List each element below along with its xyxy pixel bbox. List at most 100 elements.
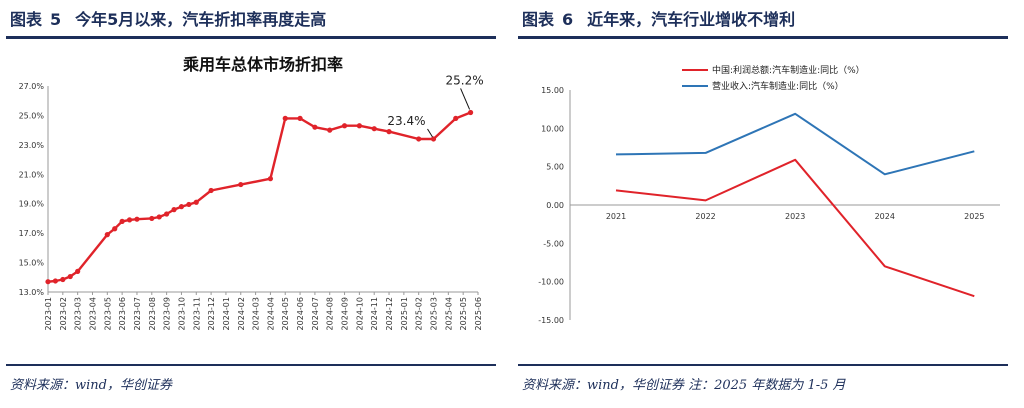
x-tick-label: 2023-02 — [59, 297, 68, 330]
annotation-pointer — [460, 88, 471, 110]
x-tick-label: 2025-01 — [400, 297, 409, 330]
x-tick-label: 2024-04 — [266, 297, 275, 330]
x-tick-label: 2024-05 — [281, 297, 290, 330]
x-tick-label: 2024-03 — [252, 297, 261, 330]
data-point — [119, 218, 125, 224]
data-point — [112, 226, 118, 232]
data-point — [156, 214, 162, 220]
data-point — [453, 115, 459, 121]
data-point — [327, 127, 333, 133]
x-tick-label: 2024-02 — [237, 297, 246, 330]
data-point — [171, 207, 177, 213]
x-tick-label: 2023-10 — [177, 297, 186, 330]
x-tick-label: 2024-11 — [370, 297, 379, 330]
right-figure-label: 图表 — [522, 10, 555, 29]
annotation-label: 23.4% — [387, 114, 425, 128]
y-tick-label: 13.0% — [19, 288, 45, 297]
annotation-label: 25.2% — [446, 73, 484, 87]
left-bottom-rule — [6, 364, 496, 366]
data-point — [267, 176, 274, 182]
x-tick-label: 2024-07 — [311, 297, 320, 330]
y-tick-label: 5.00 — [546, 163, 564, 172]
data-point — [238, 181, 244, 188]
data-point — [126, 217, 133, 223]
x-tick-label: 2024-09 — [341, 297, 350, 330]
y-tick-label: 19.0% — [19, 200, 45, 209]
right-bottom-rule — [518, 364, 1008, 366]
data-point — [60, 276, 66, 283]
data-point — [164, 211, 170, 217]
data-point — [52, 278, 59, 284]
y-tick-label: 10.00 — [541, 124, 564, 133]
data-point — [356, 123, 362, 129]
chart-title: 乘用车总体市场折扣率 — [182, 55, 343, 74]
data-point — [45, 279, 51, 285]
legend-label: 中国:利润总额:汽车制造业:同比（%） — [712, 64, 865, 76]
profit-growth-line — [615, 158, 975, 298]
y-tick-label: 0.00 — [546, 201, 564, 210]
annotation-pointer — [427, 128, 433, 138]
x-tick-label: 2022 — [695, 212, 715, 221]
y-tick-label: 15.00 — [541, 86, 564, 95]
data-point — [149, 215, 155, 222]
data-point — [297, 115, 303, 121]
y-tick-label: 27.0% — [19, 82, 45, 91]
x-tick-label: 2024-08 — [326, 297, 335, 330]
data-point — [312, 124, 318, 130]
left-source-note: 资料来源：wind，华创证券 — [10, 378, 172, 393]
right-figure-title: 图表 6 近年来，汽车行业增收不增利 — [522, 6, 795, 30]
auto-industry-growth-chart: 中国:利润总额:汽车制造业:同比（%） 营业收入:汽车制造业:同比（%） 15.00… — [538, 64, 1000, 325]
right-source-note: 资料来源：wind，华创证券 注：2025 年数据为 1-5 月 — [522, 378, 846, 393]
data-point — [75, 268, 81, 274]
left-top-rule — [6, 36, 496, 39]
y-tick-label: 25.0% — [19, 111, 45, 120]
x-tick-label: 2023-03 — [74, 297, 83, 330]
x-tick-label: 2023-12 — [207, 297, 216, 330]
y-tick-label: -5.00 — [543, 239, 564, 248]
x-tick-label: 2025-03 — [430, 297, 439, 330]
x-tick-label: 2025-02 — [415, 297, 424, 330]
y-tick-label: -15.00 — [538, 316, 564, 325]
left-figure-panel: 图表 5 今年5月以来，汽车折扣率再度走高 乘用车总体市场折扣率 13.0% 15.0%… — [0, 0, 500, 408]
data-point — [104, 232, 110, 238]
right-figure-heading: 近年来，汽车行业增收不增利 — [587, 10, 796, 29]
data-point — [341, 123, 348, 129]
right-top-rule — [518, 36, 1008, 39]
right-figure-number: 6 — [562, 10, 574, 29]
x-tick-label: 2024-06 — [296, 297, 305, 330]
data-point — [430, 136, 437, 142]
data-point — [193, 199, 199, 205]
x-tick-label: 2024 — [875, 212, 895, 221]
revenue-growth-line — [615, 112, 975, 176]
x-tick-label: 2024-12 — [385, 297, 394, 330]
x-tick-label: 2023-05 — [103, 297, 112, 330]
x-tick-label: 2023-08 — [148, 297, 157, 330]
x-tick-label: 2025-04 — [444, 297, 453, 330]
data-point — [186, 201, 192, 208]
x-tick-label: 2025-05 — [459, 297, 468, 330]
x-tick-label: 2024-10 — [355, 297, 364, 330]
left-figure-heading: 今年5月以来，汽车折扣率再度走高 — [75, 10, 327, 29]
data-point — [282, 115, 288, 121]
x-tick-label: 2023-04 — [88, 297, 97, 330]
y-tick-label: 23.0% — [19, 141, 45, 150]
right-figure-panel: 图表 6 近年来，汽车行业增收不增利 中国:利润总额:汽车制造业:同比（%） 营业收入… — [512, 0, 1012, 408]
x-tick-label: 2023-01 — [44, 297, 53, 330]
x-tick-label: 2023 — [785, 212, 805, 221]
x-tick-label: 2025 — [964, 212, 984, 221]
x-tick-label: 2023-11 — [192, 297, 201, 330]
data-point — [208, 187, 214, 194]
x-tick-label: 2021 — [606, 212, 626, 221]
discount-rate-line — [47, 111, 472, 283]
data-point — [134, 216, 140, 222]
left-figure-number: 5 — [50, 10, 62, 29]
legend-label: 营业收入:汽车制造业:同比（%） — [712, 80, 844, 92]
x-tick-label: 2023-06 — [118, 297, 127, 330]
data-point — [386, 129, 392, 135]
y-tick-label: 15.0% — [19, 259, 45, 268]
y-tick-label: -10.00 — [538, 278, 564, 287]
x-tick-label: 2023-09 — [163, 297, 172, 330]
left-figure-title: 图表 5 今年5月以来，汽车折扣率再度走高 — [10, 6, 326, 30]
data-point — [67, 273, 73, 280]
data-point — [178, 204, 185, 210]
